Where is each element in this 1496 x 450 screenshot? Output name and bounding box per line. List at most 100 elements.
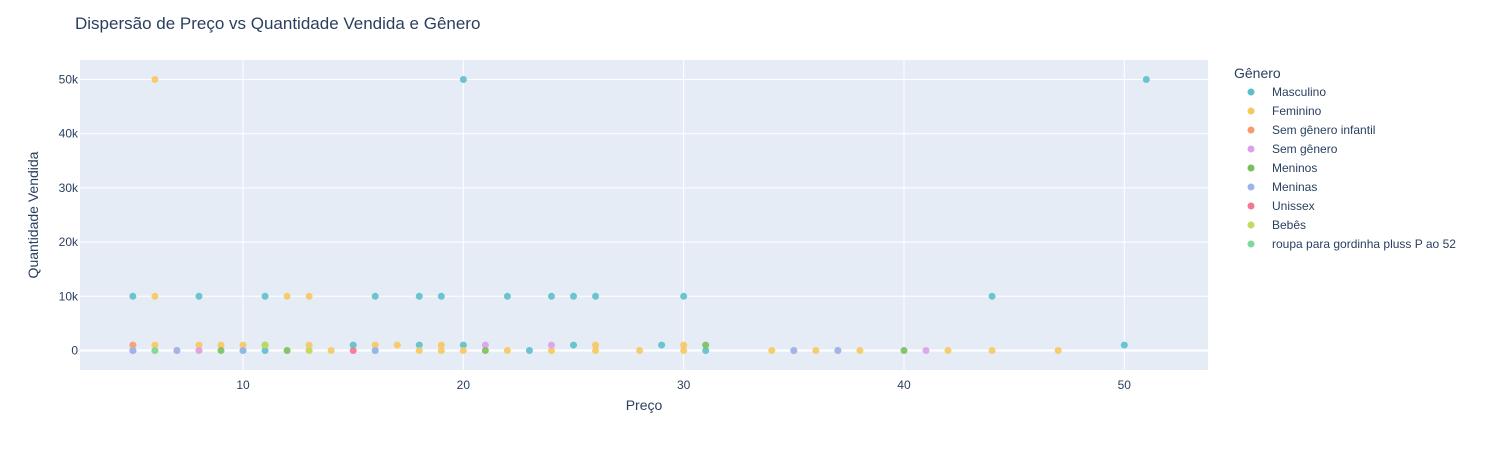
data-point (261, 341, 269, 349)
data-point (459, 346, 467, 354)
data-point (1120, 341, 1128, 349)
data-point (547, 341, 555, 349)
data-point (570, 292, 577, 300)
data-point (922, 346, 930, 354)
y-tick-label: 10k (59, 289, 79, 303)
data-point (481, 346, 489, 354)
legend-label: Sem gênero (1272, 142, 1338, 156)
legend-label: Unissex (1272, 199, 1315, 213)
data-point (547, 346, 555, 354)
y-tick-label: 20k (59, 235, 79, 249)
y-tick-label: 30k (59, 181, 79, 195)
data-point (988, 346, 996, 354)
data-point (680, 346, 688, 354)
data-point (371, 292, 379, 300)
legend-item[interactable]: Meninas (1247, 180, 1318, 194)
data-point (327, 346, 335, 354)
data-point (283, 346, 291, 354)
legend-marker (1247, 183, 1255, 191)
data-point (812, 346, 820, 354)
legend-marker (1247, 202, 1255, 210)
x-tick-label: 30 (677, 378, 691, 392)
data-points (129, 76, 1150, 354)
data-point (702, 341, 710, 349)
legend-title: Gênero (1234, 65, 1281, 81)
data-point (768, 346, 776, 354)
legend-item[interactable]: Unissex (1247, 199, 1315, 213)
data-point (592, 346, 600, 354)
data-point (195, 341, 203, 349)
series-4 (217, 341, 908, 354)
data-point (1054, 346, 1062, 354)
legend-label: Meninos (1272, 161, 1317, 175)
legend-marker (1247, 164, 1255, 172)
data-point (680, 341, 688, 349)
data-point (702, 346, 710, 354)
data-point (525, 346, 533, 354)
data-point (415, 341, 423, 349)
data-point (129, 292, 137, 300)
data-point (636, 346, 644, 354)
legend-marker (1247, 107, 1255, 115)
data-point (217, 341, 225, 349)
legend-item[interactable]: Feminino (1247, 104, 1322, 118)
legend[interactable]: Gênero Masculino Feminino Sem gênero infan… (1234, 65, 1456, 251)
data-point (305, 341, 313, 349)
legend-item[interactable]: Sem gênero infantil (1247, 123, 1376, 137)
legend-marker (1247, 126, 1255, 134)
plot-area (80, 60, 1208, 370)
data-point (195, 292, 203, 300)
data-point (371, 346, 379, 354)
legend-label: Sem gênero infantil (1272, 123, 1375, 137)
data-point (481, 341, 489, 349)
series-2 (129, 341, 137, 349)
data-point (680, 292, 688, 300)
data-point (349, 341, 357, 349)
data-point (173, 346, 181, 354)
data-point (503, 346, 511, 354)
legend-item[interactable]: Sem gênero (1247, 142, 1338, 156)
y-tick-label: 50k (59, 73, 79, 87)
legend-marker (1247, 88, 1255, 96)
x-tick-label: 40 (897, 378, 911, 392)
data-point (371, 341, 379, 349)
legend-item[interactable]: Masculino (1247, 85, 1327, 99)
legend-marker (1247, 145, 1255, 153)
y-tick-label: 0 (71, 343, 78, 357)
data-point (217, 346, 225, 354)
legend-label: roupa para gordinha pluss P ao 52 (1272, 237, 1456, 251)
data-point (547, 292, 555, 300)
data-point (658, 341, 666, 349)
data-point (415, 346, 423, 354)
data-point (592, 341, 600, 349)
data-point (900, 346, 908, 354)
data-point (988, 292, 996, 300)
series-8 (151, 346, 159, 354)
legend-item[interactable]: roupa para gordinha pluss P ao 52 (1247, 237, 1457, 251)
legend-label: Meninas (1272, 180, 1317, 194)
data-point (834, 346, 842, 354)
legend-item[interactable]: Bebês (1247, 218, 1307, 232)
data-point (790, 346, 798, 354)
data-point (592, 292, 600, 300)
data-point (1142, 76, 1150, 84)
legend-label: Feminino (1272, 104, 1322, 118)
series-7 (261, 341, 313, 354)
data-point (459, 341, 467, 349)
data-point (459, 76, 467, 84)
legend-item[interactable]: Meninos (1247, 161, 1318, 175)
y-axis-title: Quantidade Vendida (25, 151, 41, 278)
data-point (283, 292, 291, 300)
data-point (944, 346, 952, 354)
series-5 (129, 346, 842, 354)
legend-marker (1247, 240, 1255, 248)
data-point (129, 341, 137, 349)
data-point (261, 346, 269, 354)
y-tick-label: 40k (59, 127, 79, 141)
chart-title: Dispersão de Preço vs Quantidade Vendida… (75, 14, 480, 33)
data-point (415, 292, 423, 300)
data-point (856, 346, 864, 354)
legend-label: Bebês (1272, 218, 1306, 232)
data-point (570, 341, 577, 349)
